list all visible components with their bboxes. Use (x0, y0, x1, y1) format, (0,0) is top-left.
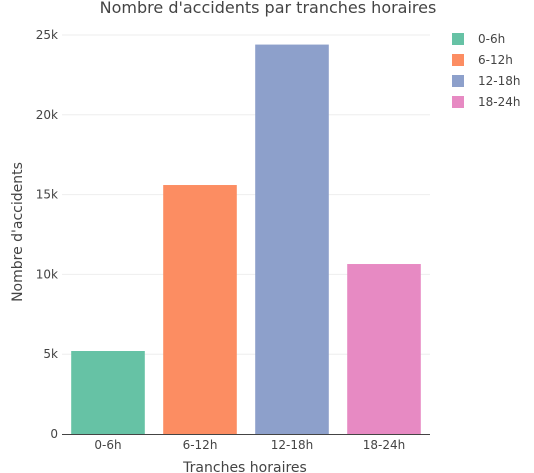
legend-label-0-6h: 0-6h (478, 32, 505, 46)
y-tick-label: 10k (36, 267, 58, 281)
chart-title: Nombre d'accidents par tranches horaires (100, 0, 437, 17)
x-tick-label: 6-12h (183, 438, 218, 452)
legend-swatch-18-24h (452, 96, 464, 108)
bar-0-6h (71, 351, 145, 434)
legend-swatch-6-12h (452, 54, 464, 66)
x-tick-label: 18-24h (363, 438, 405, 452)
legend: 0-6h 6-12h 12-18h 18-24h (452, 32, 520, 109)
x-tick-label: 0-6h (94, 438, 121, 452)
legend-swatch-0-6h (452, 33, 464, 45)
axes-layer: 0 5k 10k 15k 20k 25k 0-6h 6-12h 12-18h 18-24h (36, 28, 430, 452)
y-tick-label: 15k (36, 188, 58, 202)
bar-12-18h (255, 44, 329, 435)
legend-swatch-12-18h (452, 75, 464, 87)
y-tick-label: 20k (36, 108, 58, 122)
y-tick-label: 0 (50, 427, 58, 441)
legend-label-18-24h: 18-24h (478, 95, 520, 109)
bar-6-12h (163, 185, 237, 434)
y-tick-label: 5k (43, 347, 58, 361)
y-tick-label: 25k (36, 28, 58, 42)
legend-label-6-12h: 6-12h (478, 53, 513, 67)
legend-label-12-18h: 12-18h (478, 74, 520, 88)
y-axis-title: Nombre d'accidents (10, 162, 26, 302)
x-tick-label: 12-18h (271, 438, 313, 452)
bar-18-24h (347, 264, 421, 434)
x-axis-title: Tranches horaires (182, 460, 307, 473)
bars-layer (71, 44, 421, 435)
